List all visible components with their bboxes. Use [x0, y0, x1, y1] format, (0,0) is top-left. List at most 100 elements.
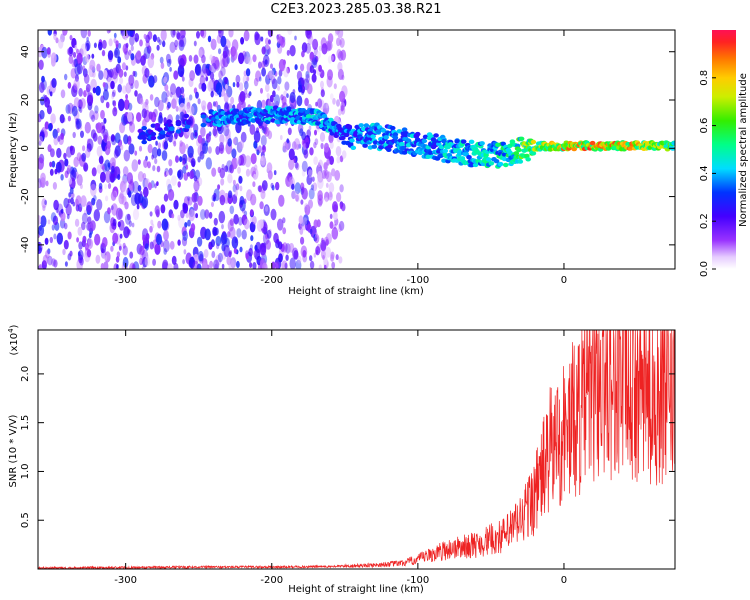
- snr-multiplier-base: (x10: [9, 333, 20, 356]
- spectrogram-noise-cell: [148, 111, 153, 120]
- spectrogram-noise-cell: [309, 260, 315, 269]
- spectrogram-noise-cell: [305, 70, 310, 79]
- spectrogram-noise-cell: [257, 145, 262, 153]
- spectrogram-signal-cell: [175, 121, 182, 127]
- spectrogram-noise-cell: [119, 233, 123, 239]
- colorbar-ticks: 0.0 0.2 0.4 0.6 0.8: [699, 70, 716, 277]
- spectrogram-noise-cell: [332, 201, 338, 213]
- spectrogram-noise-cell: [317, 171, 323, 182]
- spectrogram-noise-cell: [128, 102, 133, 111]
- spectrogram-noise-cell: [182, 159, 186, 166]
- spectrogram-noise-cell: [260, 135, 267, 147]
- spectrogram-noise-cell: [101, 49, 106, 57]
- spectrogram-noise-cell: [141, 108, 147, 119]
- spectrogram-signal-cell: [175, 129, 182, 134]
- spectrogram-noise-cell: [218, 70, 223, 79]
- spectrogram-noise-cell: [197, 134, 203, 144]
- spectrogram-noise-cell: [200, 209, 206, 220]
- spectrogram-noise-cell: [332, 97, 336, 105]
- spectrogram-noise-cell: [122, 115, 128, 125]
- spectrogram-noise-cell: [315, 249, 319, 255]
- spectrogram-noise-cell: [177, 181, 181, 188]
- spectrogram-noise-cell: [238, 82, 244, 91]
- spectrogram-noise-cell: [84, 121, 91, 134]
- spectrogram-noise-cell: [263, 204, 270, 216]
- spectrogram-noise-cell: [337, 61, 343, 72]
- spectrogram-noise-cell: [78, 87, 83, 97]
- spectrogram-noise-cell: [175, 86, 182, 98]
- spectrogram-noise-cell: [277, 218, 284, 231]
- spectrogram-noise-cell: [105, 170, 112, 183]
- spectrogram-noise-cell: [173, 262, 179, 269]
- snr-ytick-label: 1.0: [20, 463, 31, 479]
- spectrogram-signal-cell: [200, 114, 207, 119]
- spectrogram-noise-cell: [107, 162, 111, 168]
- spectrogram-noise-cell: [79, 183, 83, 190]
- spectrogram-noise-cell: [188, 209, 195, 222]
- spectrogram-noise-cell: [80, 130, 84, 138]
- spectrogram-noise-cell: [278, 253, 283, 263]
- spectrogram-noise-cell: [217, 252, 223, 263]
- spectrogram-noise-cell: [219, 134, 225, 145]
- spectrogram-noise-cell: [198, 250, 204, 262]
- spectrogram-noise-cell: [136, 50, 142, 60]
- spectrogram-noise-cell: [239, 91, 246, 103]
- spectrogram-signal-cell: [466, 155, 472, 160]
- spectrogram-noise-cell: [127, 111, 133, 123]
- spectrogram-noise-cell: [78, 206, 82, 213]
- spectrogram-noise-cell: [71, 59, 76, 68]
- spectrogram-noise-cell: [100, 263, 105, 269]
- spectrogram-noise-cell: [308, 199, 313, 209]
- spectrogram-noise-cell: [189, 170, 195, 180]
- spectrogram-noise-cell: [147, 182, 153, 191]
- spectrogram-noise-cell: [137, 159, 141, 165]
- spectrogram-noise-cell: [142, 234, 146, 242]
- spectrogram-signal-cell: [493, 159, 500, 164]
- spectrogram-noise-cell: [312, 182, 318, 192]
- spectrogram-noise-cell: [123, 71, 127, 77]
- spectrogram-noise-cell: [127, 190, 132, 198]
- spectrogram-noise-cell: [340, 49, 347, 61]
- spectrogram-noise-cell: [143, 46, 151, 59]
- spectrogram-noise-cell: [71, 105, 78, 117]
- spectrogram-noise-cell: [49, 168, 54, 176]
- snr-series-line: [38, 330, 675, 569]
- spectrogram-noise-cell: [268, 69, 275, 80]
- spectrogram-noise-cell: [107, 207, 111, 215]
- spectrogram-noise-cell: [301, 169, 306, 177]
- spectrogram-noise-cell: [303, 214, 309, 226]
- spectrogram-noise-cell: [115, 207, 123, 220]
- spectrogram-noise-cell: [172, 93, 178, 104]
- spectrogram-noise-cell: [132, 180, 140, 194]
- spectrogram-noise-cell: [96, 199, 103, 211]
- spectrogram-noise-cell: [134, 79, 139, 89]
- spectrogram-noise-cell: [51, 78, 57, 88]
- spectrogram-noise-cell: [204, 228, 211, 241]
- spectrogram-noise-cell: [298, 143, 302, 149]
- spectrogram-noise-cell: [220, 147, 224, 154]
- spectrogram-signal-cell: [441, 139, 447, 144]
- spectrogram-noise-cell: [166, 171, 169, 176]
- spectrogram-noise-cell: [336, 99, 340, 107]
- spectrogram-noise-cell: [49, 236, 53, 244]
- spectrogram-signal-cell: [460, 139, 467, 144]
- spectrogram-noise-cell: [130, 45, 134, 52]
- spectrogram-noise-cell: [63, 152, 67, 160]
- spectrogram-noise-cell: [90, 183, 97, 197]
- spectrogram-noise-cell: [213, 217, 218, 226]
- spectrogram-noise-cell: [212, 101, 216, 107]
- spectrogram-noise-cell: [213, 192, 217, 200]
- spectrogram-noise-cell: [210, 239, 215, 248]
- spectrogram-noise-cell: [110, 134, 115, 142]
- spectrogram-noise-cell: [201, 100, 207, 111]
- spectrogram-noise-cell: [53, 233, 57, 240]
- spectrogram-noise-cell: [271, 78, 278, 90]
- spectrogram-noise-cell: [80, 195, 87, 207]
- spectrogram-noise-cell: [238, 52, 245, 65]
- spectrogram-noise-cell: [225, 128, 231, 140]
- spectrogram-noise-cell: [144, 101, 148, 108]
- spectrogram-noise-cell: [145, 34, 150, 44]
- spectrogram-noise-cell: [230, 96, 235, 105]
- spectrogram-frame: [37, 29, 676, 270]
